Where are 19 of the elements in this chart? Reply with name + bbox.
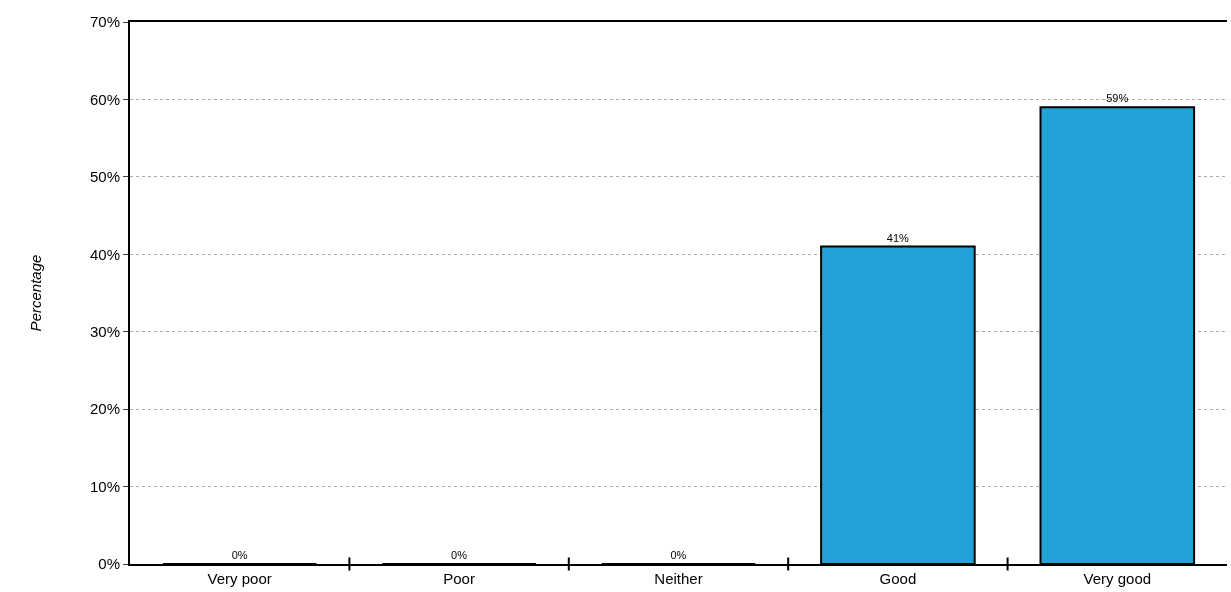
x-tick-label: Poor bbox=[443, 570, 475, 587]
data-label: 41% bbox=[886, 231, 910, 244]
y-tick-label: 10% bbox=[89, 477, 120, 495]
y-axis-title: Percentage bbox=[26, 254, 44, 332]
data-label: 0% bbox=[670, 549, 687, 561]
y-tick-label: 60% bbox=[89, 90, 120, 108]
x-tick-label: Neither bbox=[654, 570, 703, 587]
x-tick-label: Good bbox=[879, 570, 917, 587]
x-tick-label: Very good bbox=[1083, 570, 1152, 587]
data-label: 59% bbox=[1106, 92, 1129, 105]
y-tick-label: 40% bbox=[89, 245, 120, 263]
y-tick-label: 70% bbox=[89, 13, 120, 31]
y-tick-label: 20% bbox=[89, 400, 120, 418]
y-tick-label: 50% bbox=[89, 168, 120, 186]
data-label: 0% bbox=[231, 549, 248, 561]
x-tick-label: Very poor bbox=[207, 570, 272, 587]
data-label: 0% bbox=[451, 549, 468, 561]
y-tick-label: 0% bbox=[98, 555, 120, 573]
y-tick-label: 30% bbox=[89, 322, 120, 340]
